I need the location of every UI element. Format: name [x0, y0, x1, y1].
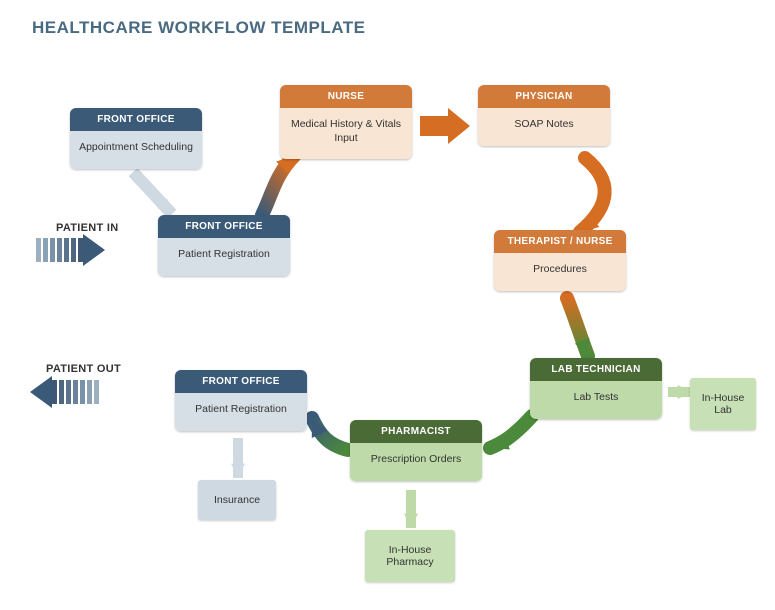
node-physician: PHYSICIANSOAP Notes: [478, 85, 610, 146]
node-body: Prescription Orders: [350, 443, 482, 481]
node-front-office-3: FRONT OFFICEPatient Registration: [175, 370, 307, 431]
leaf-in-house-pharmacy: In-House Pharmacy: [365, 530, 455, 582]
node-body: Medical History & Vitals Input: [280, 108, 412, 159]
patient-out-arrow: [30, 376, 99, 408]
node-header: PHYSICIAN: [478, 85, 610, 108]
node-header: LAB TECHNICIAN: [530, 358, 662, 381]
node-header: FRONT OFFICE: [70, 108, 202, 131]
node-therapist: THERAPIST / NURSEProcedures: [494, 230, 626, 291]
node-pharmacist: PHARMACISTPrescription Orders: [350, 420, 482, 481]
node-header: FRONT OFFICE: [175, 370, 307, 393]
node-body: Lab Tests: [530, 381, 662, 419]
node-body: Patient Registration: [158, 238, 290, 276]
patient-out-label: PATIENT OUT: [46, 363, 121, 375]
node-body: Appointment Scheduling: [70, 131, 202, 169]
node-header: NURSE: [280, 85, 412, 108]
node-front-office-1: FRONT OFFICEAppointment Scheduling: [70, 108, 202, 169]
node-body: SOAP Notes: [478, 108, 610, 146]
node-body: Patient Registration: [175, 393, 307, 431]
page-title: HEALTHCARE WORKFLOW TEMPLATE: [32, 18, 366, 38]
node-header: THERAPIST / NURSE: [494, 230, 626, 253]
node-header: PHARMACIST: [350, 420, 482, 443]
node-header: FRONT OFFICE: [158, 215, 290, 238]
patient-in-arrow: [36, 234, 105, 266]
node-nurse: NURSEMedical History & Vitals Input: [280, 85, 412, 159]
node-front-office-2: FRONT OFFICEPatient Registration: [158, 215, 290, 276]
arrow-nurse-physician: [420, 108, 470, 144]
leaf-in-house-lab: In-House Lab: [690, 378, 756, 430]
node-body: Procedures: [494, 253, 626, 291]
node-lab-tech: LAB TECHNICIANLab Tests: [530, 358, 662, 419]
patient-in-label: PATIENT IN: [56, 222, 118, 234]
leaf-insurance: Insurance: [198, 480, 276, 520]
